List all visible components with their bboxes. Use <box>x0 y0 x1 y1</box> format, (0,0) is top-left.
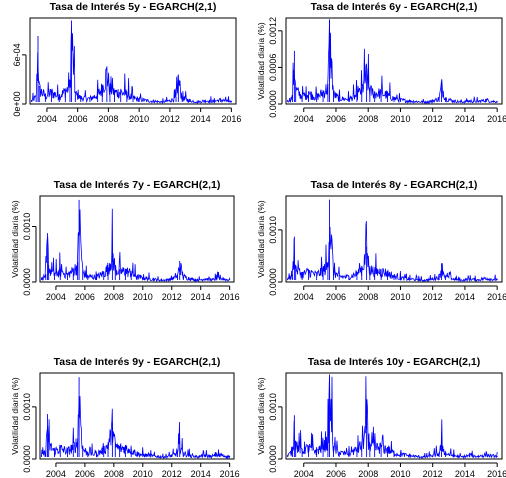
plot-frame <box>29 17 237 105</box>
volatility-series-line <box>41 208 231 283</box>
x-tick-label: 2008 <box>358 469 378 478</box>
y-axis-title: Volatilidad diaria (%) <box>256 22 266 100</box>
x-tick-label: 2014 <box>191 469 211 478</box>
x-tick-label: 2008 <box>104 469 124 478</box>
chart-title: Tasa de Interés 8y - EGARCH(2,1) <box>311 179 478 191</box>
chart-title: Tasa de Interés 10y - EGARCH(2,1) <box>308 356 481 368</box>
x-tick-label: 2008 <box>98 114 118 124</box>
x-tick-label: 2006 <box>326 114 346 124</box>
y-tick-label: 0.0000 <box>22 445 32 473</box>
x-tick-label: 2016 <box>221 114 241 124</box>
y-axis-title: Volatilidad diaria (%) <box>256 377 266 455</box>
chart-title: Tasa de Interés 7y - EGARCH(2,1) <box>54 179 221 191</box>
chart-title: Tasa de Interés 6y - EGARCH(2,1) <box>311 1 478 13</box>
y-axis-title: Volatilidad diaria (%) <box>10 200 20 278</box>
x-tick-label: 2014 <box>191 114 211 124</box>
y-tick-label: 0.0010 <box>268 393 278 421</box>
x-tick-label: 2004 <box>294 469 314 478</box>
plot-frame <box>285 17 503 105</box>
y-tick-label: 0.0010 <box>268 216 278 244</box>
y-tick-label: 6e-04 <box>12 43 22 66</box>
y-tick-label: 0.0000 <box>268 268 278 296</box>
plot-frame <box>285 195 503 283</box>
x-tick-label: 2016 <box>220 469 240 478</box>
y-tick-label: 0.0000 <box>268 90 278 118</box>
plot-frame <box>285 372 503 460</box>
x-tick-label: 2014 <box>191 292 211 302</box>
chart-panel-1: Tasa de Interés 5y - EGARCH(2,1) 2004 2006… <box>12 1 241 124</box>
x-tick-label: 2012 <box>423 114 443 124</box>
y-axis-title: Volatilidad diaria (%) <box>10 377 20 455</box>
chart-panel-6: Tasa de Interés 10y - EGARCH(2,1) 2004 200… <box>256 356 506 478</box>
x-tick-label: 2016 <box>487 292 506 302</box>
y-tick-label: 0.0010 <box>22 393 32 421</box>
volatility-series-line <box>287 221 498 283</box>
y-tick-label: 0.0012 <box>268 17 278 45</box>
x-tick-label: 2016 <box>487 469 506 478</box>
x-tick-label: 2008 <box>358 114 378 124</box>
plot-frame <box>39 372 235 460</box>
x-tick-label: 2010 <box>133 292 153 302</box>
x-tick-label: 2012 <box>423 469 443 478</box>
x-tick-label: 2010 <box>133 469 153 478</box>
x-tick-label: 2014 <box>455 292 475 302</box>
x-tick-label: 2016 <box>220 292 240 302</box>
x-tick-label: 2010 <box>390 469 410 478</box>
x-tick-label: 2012 <box>423 292 443 302</box>
x-tick-label: 2010 <box>390 114 410 124</box>
x-tick-label: 2006 <box>68 114 88 124</box>
x-tick-label: 2008 <box>358 292 378 302</box>
y-tick-label: 0.0006 <box>268 54 278 82</box>
x-tick-label: 2004 <box>46 469 66 478</box>
y-tick-label: 0.0010 <box>22 213 32 241</box>
x-tick-label: 2006 <box>326 292 346 302</box>
x-tick-label: 2004 <box>294 114 314 124</box>
chart-panel-4: Tasa de Interés 8y - EGARCH(2,1) 2004 2006… <box>256 179 506 302</box>
x-tick-label: 2016 <box>487 114 506 124</box>
x-tick-label: 2012 <box>160 114 180 124</box>
x-tick-label: 2014 <box>455 114 475 124</box>
volatility-series-line <box>31 25 232 105</box>
plot-frame <box>39 195 235 283</box>
x-tick-label: 2010 <box>129 114 149 124</box>
chart-title: Tasa de Interés 9y - EGARCH(2,1) <box>54 356 221 368</box>
volatility-series-line <box>287 19 498 105</box>
volatility-series-line <box>41 395 231 460</box>
x-tick-label: 2004 <box>37 114 57 124</box>
x-tick-label: 2012 <box>162 292 182 302</box>
x-tick-label: 2012 <box>162 469 182 478</box>
x-tick-label: 2004 <box>294 292 314 302</box>
volatility-series-line <box>287 374 498 460</box>
y-tick-label: 0e+00 <box>12 91 22 116</box>
x-tick-label: 2014 <box>455 469 475 478</box>
y-tick-label: 0.0000 <box>268 445 278 473</box>
x-tick-label: 2004 <box>46 292 66 302</box>
chart-panel-2: Tasa de Interés 6y - EGARCH(2,1) 2004 2006… <box>256 1 506 124</box>
x-tick-label: 2008 <box>104 292 124 302</box>
x-tick-label: 2006 <box>326 469 346 478</box>
y-axis-title: Volatilidad diaria (%) <box>256 200 266 278</box>
chart-title: Tasa de Interés 5y - EGARCH(2,1) <box>50 1 217 13</box>
x-tick-label: 2010 <box>390 292 410 302</box>
chart-panel-5: Tasa de Interés 9y - EGARCH(2,1) 2004 2006… <box>10 356 240 478</box>
chart-panel-3: Tasa de Interés 7y - EGARCH(2,1) 2004 2006… <box>10 179 240 302</box>
x-tick-label: 2006 <box>75 292 95 302</box>
y-tick-label: 0.0000 <box>22 268 32 296</box>
x-tick-label: 2006 <box>75 469 95 478</box>
